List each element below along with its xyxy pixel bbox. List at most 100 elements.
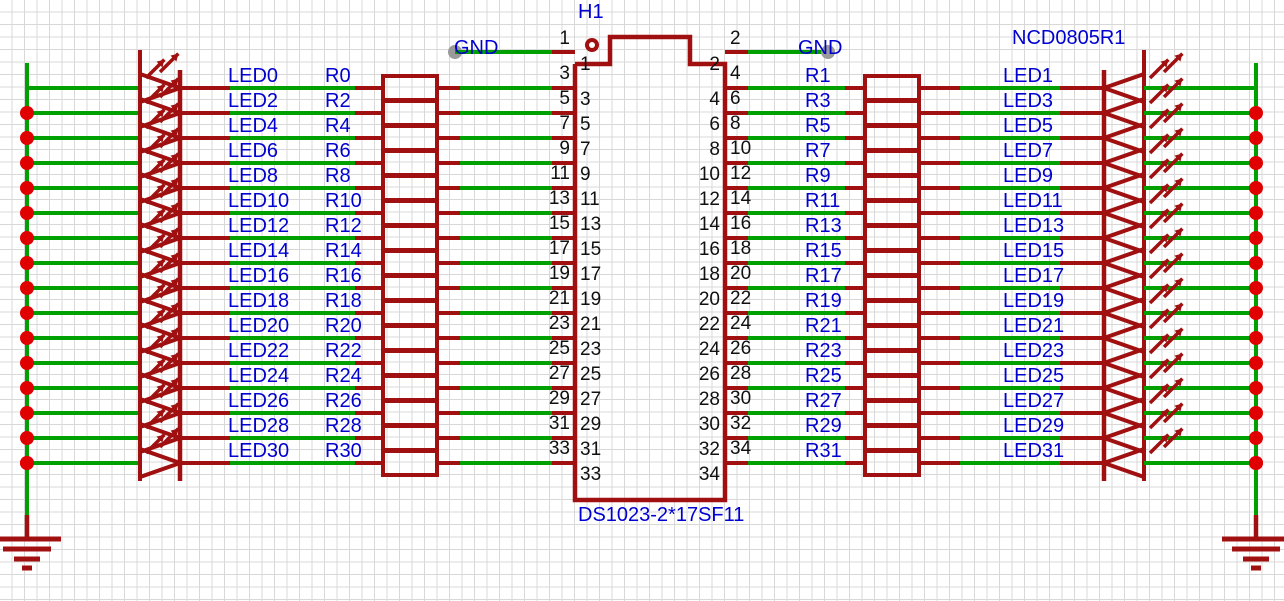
led-emission-arrow-head [1174, 278, 1183, 287]
connector-pin-inner-number: 2 [709, 54, 720, 75]
connector-pin-inner-number: 32 [698, 439, 720, 460]
connector-pin-outer-number: 14 [730, 188, 752, 209]
net-label-res-right: R5 [805, 115, 831, 137]
junction-dot [1249, 256, 1263, 270]
junction-dot [1249, 231, 1263, 245]
net-label-led-right: LED19 [1003, 290, 1065, 312]
led-emission-arrow-head [1174, 103, 1183, 112]
net-label-led-left: LED16 [228, 265, 290, 287]
led-emission-arrow-head [170, 303, 179, 312]
net-label-led-right: LED17 [1003, 265, 1065, 287]
led-emission-arrow-head [1174, 128, 1183, 137]
led-emission-arrow-head [156, 109, 165, 118]
led-emission-arrow-head [1174, 78, 1183, 87]
net-label-led-left: LED0 [228, 65, 279, 87]
led-emission-arrow-head [1174, 378, 1183, 387]
resistor-body-right [863, 299, 921, 327]
led-emission-arrow-head [170, 53, 179, 62]
net-label-res-left: R12 [325, 215, 362, 237]
led-emission-arrow-head [1174, 353, 1183, 362]
net-label-res-left: R28 [325, 415, 362, 437]
resistor-body-left [381, 224, 439, 252]
connector-pin-inner-number: 24 [698, 339, 720, 360]
led-emission-arrow-head [170, 153, 179, 162]
connector-pin-outer-number: 3 [559, 63, 570, 84]
net-label-res-right: R29 [805, 415, 842, 437]
led-emission-arrow-head [156, 184, 165, 193]
led-emission-arrow-head [1160, 134, 1169, 143]
led-emission-arrow-head [170, 278, 179, 287]
led-triangle-right [1097, 196, 1146, 230]
connector-pin-inner-number: 28 [698, 389, 720, 410]
connector-pin-inner-number: 1 [580, 54, 591, 75]
led-emission-arrow-head [156, 284, 165, 293]
net-label-res-right: R23 [805, 340, 842, 362]
net-label-led-left: LED10 [228, 190, 290, 212]
connector-pin-inner-number: 18 [698, 264, 720, 285]
connector-pin-outer-number: 18 [730, 238, 752, 259]
net-label-led-right: LED31 [1003, 440, 1065, 462]
connector-pin-inner-number: 20 [698, 289, 720, 310]
net-label-res-right: R21 [805, 315, 842, 337]
net-label-led-left: LED14 [228, 240, 290, 262]
connector-pin-outer-number: 34 [730, 438, 752, 459]
led-triangle-right [1097, 271, 1146, 305]
net-label-res-left: R18 [325, 290, 362, 312]
junction-dot [20, 431, 34, 445]
net-label-led-left: LED24 [228, 365, 290, 387]
net-label-res-right: R17 [805, 265, 842, 287]
net-label-led-left: LED26 [228, 390, 290, 412]
connector-pin-inner-number: 29 [580, 414, 602, 435]
led-emission-arrow-head [156, 359, 165, 368]
led-emission-arrow-head [1174, 253, 1183, 262]
net-label-res-left: R10 [325, 190, 362, 212]
led-emission-arrow-head [170, 178, 179, 187]
led-emission-arrow-head [156, 409, 165, 418]
resistor-body-right [863, 424, 921, 452]
led-emission-arrow-head [170, 378, 179, 387]
junction-dot [20, 256, 34, 270]
led-triangle-right [1097, 421, 1146, 455]
junction-dot [20, 156, 34, 170]
resistor-body-left [381, 424, 439, 452]
net-port-gnd-right [821, 45, 835, 59]
connector-pin-inner-number: 15 [580, 239, 602, 260]
led-emission-arrow-head [170, 203, 179, 212]
resistor-body-right [863, 224, 921, 252]
connector-pin-outer-number: 5 [559, 88, 570, 109]
net-label-led-left: LED2 [228, 90, 279, 112]
net-label-led-right: LED5 [1003, 115, 1054, 137]
connector-pin-outer-number: 8 [730, 113, 741, 134]
resistor-body-left [381, 274, 439, 302]
connector-pin-inner-number: 33 [580, 464, 602, 485]
net-label-res-left: R6 [325, 140, 351, 162]
led-emission-arrow-head [1160, 184, 1169, 193]
connector-pin-outer-number: 15 [548, 213, 570, 234]
led-emission-arrow-head [1160, 259, 1169, 268]
led-triangle-right [1097, 396, 1146, 430]
junction-dot [20, 131, 34, 145]
resistor-body-right [863, 99, 921, 127]
led-emission-arrow-head [1174, 203, 1183, 212]
connector-pin-outer-number: 6 [730, 88, 741, 109]
led-emission-arrow-head [156, 434, 165, 443]
junction-dot [1249, 181, 1263, 195]
net-label-led-left: LED12 [228, 215, 290, 237]
led-emission-arrow-head [1160, 434, 1169, 443]
led-emission-arrow-head [156, 159, 165, 168]
resistor-body-left [381, 249, 439, 277]
connector-pin-outer-number: 26 [730, 338, 752, 359]
connector-pin-inner-number: 14 [698, 214, 720, 235]
net-label-res-right: R11 [805, 190, 841, 212]
resistor-body-left [381, 199, 439, 227]
led-triangle-right [1097, 371, 1146, 405]
connector-pin-inner-number: 9 [580, 164, 591, 185]
connector-pin-inner-number: 22 [698, 314, 720, 335]
led-emission-arrow-head [1160, 359, 1169, 368]
net-label-led-left: LED6 [228, 140, 279, 162]
connector-pin-inner-number: 16 [698, 239, 720, 260]
connector-pin-outer-number: 28 [730, 363, 752, 384]
led-triangle-left [138, 446, 187, 480]
led-triangle-right [1097, 296, 1146, 330]
